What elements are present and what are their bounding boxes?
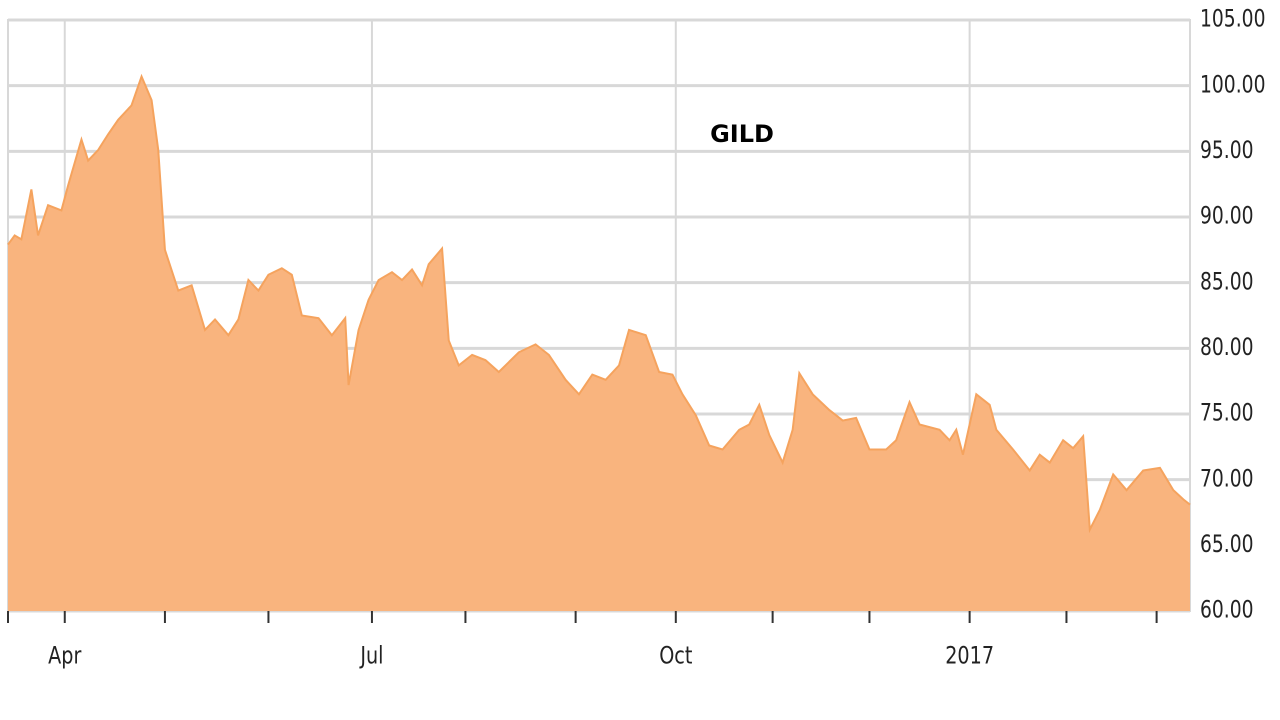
area-fill bbox=[8, 76, 1190, 612]
y-tick-label: 60.00 bbox=[1200, 597, 1254, 625]
y-tick-label: 70.00 bbox=[1200, 465, 1254, 493]
y-tick-label: 105.00 bbox=[1200, 6, 1265, 34]
x-tick-label: 2017 bbox=[945, 643, 994, 671]
y-tick-label: 100.00 bbox=[1200, 71, 1265, 99]
y-tick-label: 65.00 bbox=[1200, 531, 1254, 559]
y-tick-label: 90.00 bbox=[1200, 203, 1254, 231]
layer: 60.00 65.00 70.00 75.00 80.00 85.00 90.00 95.00… bbox=[7, 6, 1265, 671]
x-tick-label: Apr bbox=[48, 643, 81, 671]
y-tick-label: 75.00 bbox=[1200, 400, 1254, 428]
chart-title: GILD bbox=[710, 120, 774, 148]
x-tick-label: Oct bbox=[659, 643, 692, 671]
y-tick-label: 95.00 bbox=[1200, 137, 1254, 165]
x-tick-label: Jul bbox=[359, 643, 384, 671]
y-tick-label: 80.00 bbox=[1200, 334, 1254, 362]
price-line bbox=[7, 73, 1191, 534]
y-tick-label: 85.00 bbox=[1200, 268, 1254, 296]
